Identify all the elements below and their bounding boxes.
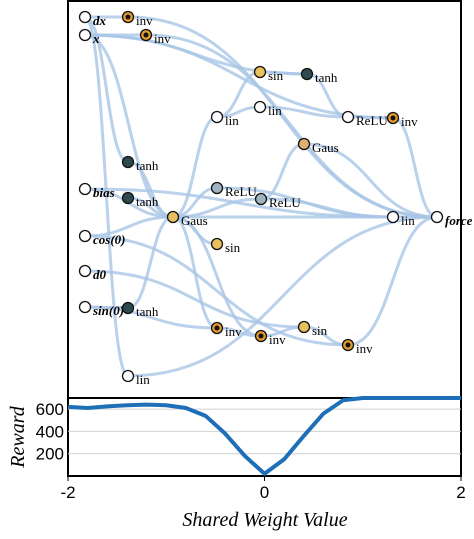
node-label: inv — [269, 332, 286, 347]
y-tick-label: 600 — [36, 400, 64, 419]
node — [386, 210, 400, 224]
chart: Shared Weight Value Reward 200 400 600 -2 0 2 — [7, 396, 466, 531]
node — [78, 28, 92, 42]
node — [78, 182, 92, 196]
edge — [84, 33, 394, 120]
edge — [84, 15, 129, 164]
plot-frame — [67, 397, 462, 477]
edge — [145, 33, 438, 219]
node — [210, 237, 224, 251]
node — [210, 181, 224, 195]
edge — [84, 234, 349, 347]
node-label: force — [445, 213, 473, 228]
node-core — [143, 32, 149, 38]
edge — [84, 269, 305, 329]
edges — [83, 15, 438, 378]
node — [430, 210, 444, 224]
y-axis-label: Reward — [7, 405, 29, 468]
node — [297, 320, 311, 334]
node — [253, 100, 267, 114]
node-label: tanh — [136, 158, 159, 173]
node — [166, 210, 180, 224]
node-label: tanh — [136, 194, 159, 209]
node — [210, 110, 224, 124]
y-tick-label: 200 — [36, 445, 64, 464]
node-label: lin — [401, 213, 415, 228]
edge — [172, 115, 218, 219]
y-tick-label: 400 — [36, 422, 64, 441]
node — [78, 10, 92, 24]
node-label: Gaus — [312, 140, 339, 155]
x-tick-label: 0 — [260, 483, 269, 502]
node — [121, 301, 135, 315]
node-label: sin — [225, 240, 241, 255]
node-label: ReLU — [225, 184, 257, 199]
node — [341, 110, 355, 124]
node-label: ReLU — [269, 195, 301, 210]
node — [78, 229, 92, 243]
node-label: sin — [268, 68, 284, 83]
x-axis-label: Shared Weight Value — [182, 509, 347, 531]
node-label: lin — [268, 103, 282, 118]
node-label: cos(0) — [93, 232, 126, 247]
node-core — [390, 115, 396, 121]
node-label: inv — [356, 341, 373, 356]
node-label: sin(0) — [92, 303, 124, 318]
node-core — [214, 325, 220, 331]
reward-line — [67, 396, 461, 476]
node-label: dx — [93, 13, 107, 28]
node — [297, 137, 311, 151]
node — [253, 65, 267, 79]
edge — [392, 116, 438, 219]
x-tick-label: 2 — [456, 483, 465, 502]
edge — [259, 105, 349, 119]
edge — [84, 187, 394, 219]
node — [300, 67, 314, 81]
node-core — [258, 333, 264, 339]
node-core — [125, 14, 131, 20]
node — [121, 191, 135, 205]
node — [121, 155, 135, 169]
edge — [303, 142, 438, 219]
edge — [347, 215, 438, 347]
node-label: inv — [136, 13, 153, 28]
node-label: tanh — [136, 304, 159, 319]
edge — [84, 33, 308, 76]
node-label: inv — [154, 31, 171, 46]
node-label: Gaus — [181, 213, 208, 228]
edge — [127, 215, 174, 310]
edge — [127, 215, 438, 378]
node — [254, 192, 268, 206]
node — [78, 264, 92, 278]
x-tick-label: -2 — [60, 483, 75, 502]
node-label: inv — [401, 114, 418, 129]
node-label: d0 — [93, 267, 107, 282]
edge — [84, 305, 218, 330]
node — [121, 369, 135, 383]
node — [78, 300, 92, 314]
node-core — [345, 342, 351, 348]
node-label: bias — [93, 185, 115, 200]
node-label: lin — [136, 372, 150, 387]
node-label: tanh — [315, 70, 338, 85]
node-label: inv — [225, 324, 242, 339]
node-label: lin — [225, 113, 239, 128]
node-label: sin — [312, 323, 328, 338]
node-label: ReLU — [356, 113, 388, 128]
node-label: x — [92, 31, 100, 46]
